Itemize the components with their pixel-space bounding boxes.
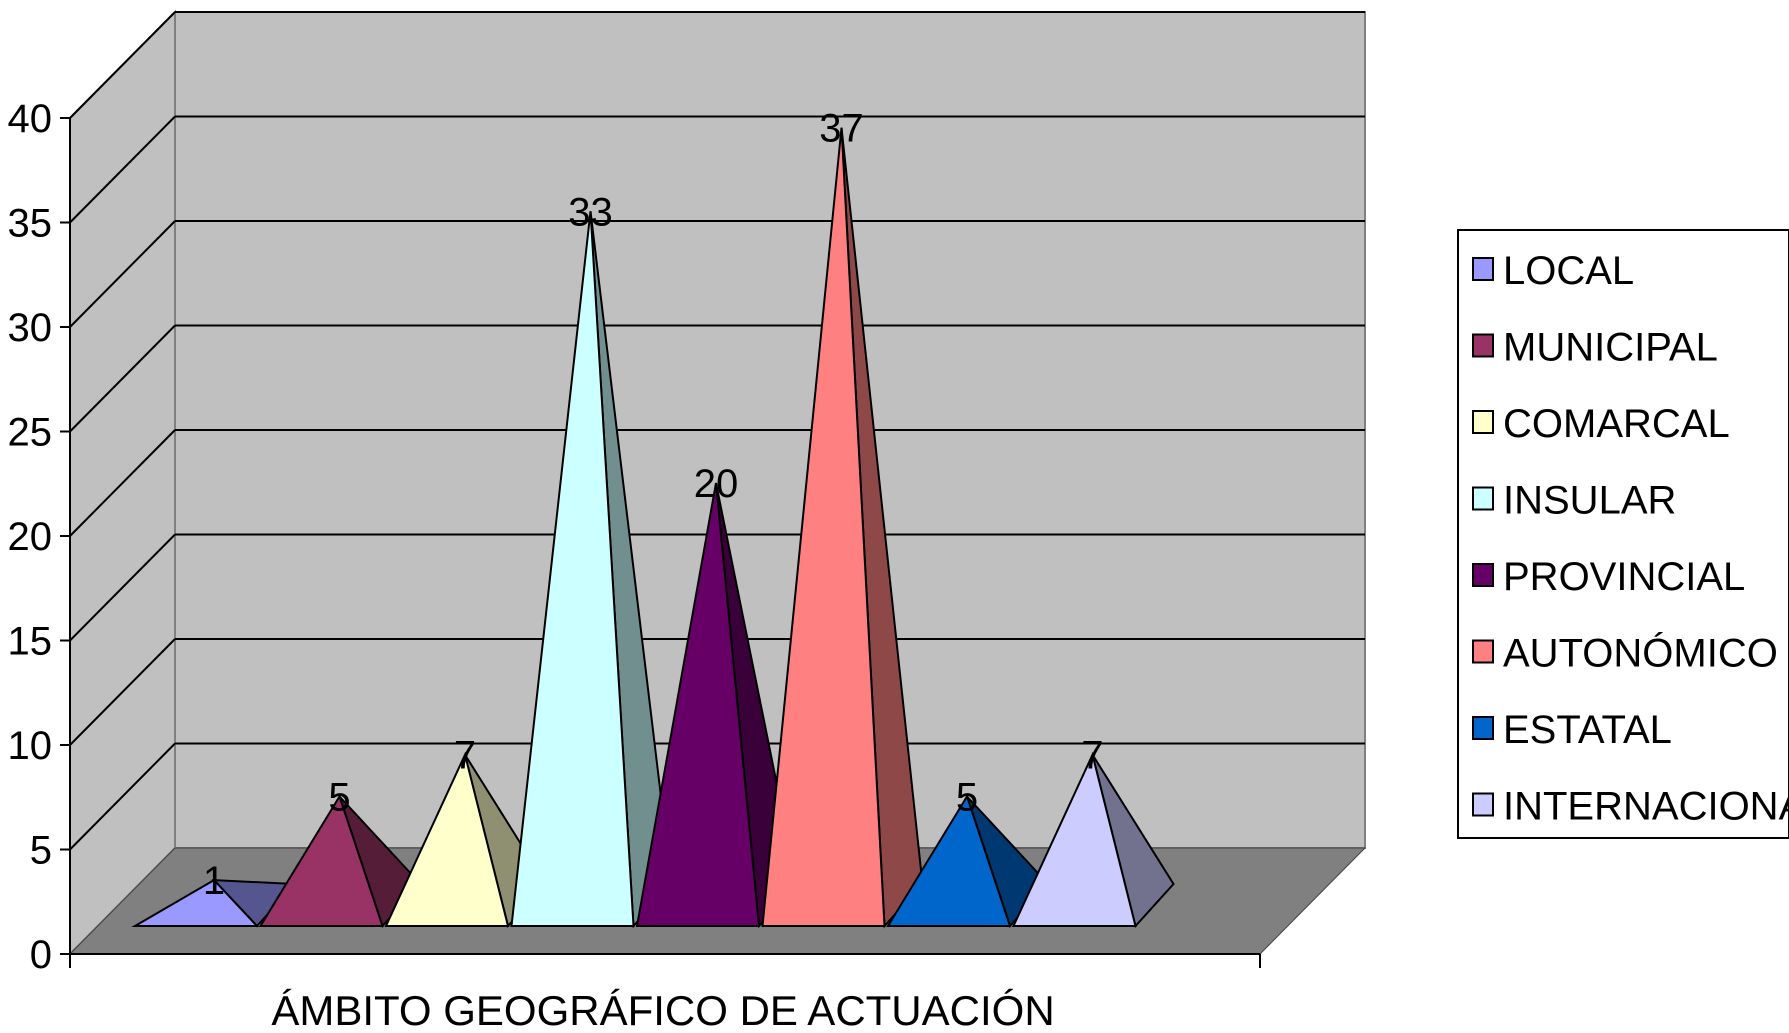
legend-label: INSULAR bbox=[1503, 479, 1676, 523]
legend-label: INTERNACIONAL bbox=[1503, 785, 1789, 829]
data-label-municipal: 5 bbox=[328, 776, 350, 820]
gridline-side bbox=[69, 429, 176, 537]
legend-swatch bbox=[1472, 257, 1494, 281]
data-labels: 1 5 7 33 20 37 5 7 bbox=[203, 107, 1104, 903]
pyramid-front-municipal bbox=[258, 794, 384, 927]
legend: LOCAL MUNICIPAL COMARCAL INSULAR PROVINCIAL A… bbox=[1472, 249, 1789, 829]
y-tick-label: 40 bbox=[8, 97, 53, 141]
data-label-estatal: 5 bbox=[956, 776, 978, 820]
x-axis-title: ÁMBITO GEOGRÁFICO DE ACTUACIÓN bbox=[271, 987, 1054, 1033]
gridline-side bbox=[69, 220, 176, 328]
legend-swatch bbox=[1472, 486, 1494, 511]
y-axis-ticks: 0 5 10 15 20 25 30 35 40 bbox=[8, 97, 70, 977]
y-tick-label: 30 bbox=[8, 306, 53, 350]
pyramids bbox=[131, 127, 1175, 929]
data-label-comarcal: 7 bbox=[454, 734, 476, 778]
data-label-provincial: 20 bbox=[694, 462, 739, 506]
pyramid-front-comarcal bbox=[384, 751, 510, 927]
pyramid-front-internacional bbox=[1011, 751, 1137, 927]
data-label-autonómico: 37 bbox=[819, 107, 864, 151]
data-label-insular: 33 bbox=[568, 190, 613, 234]
legend-swatch bbox=[1472, 639, 1494, 664]
y-tick-label: 20 bbox=[8, 515, 53, 559]
y-tick-label: 10 bbox=[8, 724, 53, 768]
pyramid-front-local bbox=[131, 878, 260, 927]
legend-swatch bbox=[1472, 333, 1494, 358]
legend-box bbox=[1457, 229, 1789, 839]
y-tick-label: 5 bbox=[30, 829, 52, 873]
gridline-side bbox=[69, 324, 176, 433]
y-tick-label: 35 bbox=[8, 202, 53, 246]
pyramid-front-estatal bbox=[886, 794, 1012, 927]
gridline-side bbox=[69, 742, 176, 851]
legend-swatch bbox=[1472, 410, 1494, 434]
pyramid-front-autonómico bbox=[761, 127, 886, 927]
data-label-local: 1 bbox=[203, 859, 225, 903]
legend-label: LOCAL bbox=[1503, 249, 1634, 293]
legend-label: COMARCAL bbox=[1503, 402, 1730, 446]
data-label-internacional: 7 bbox=[1081, 734, 1103, 778]
legend-label: PROVINCIAL bbox=[1503, 555, 1745, 599]
gridline-side bbox=[69, 638, 176, 746]
gridline-side bbox=[69, 11, 176, 119]
pyramid-front-provincial bbox=[635, 482, 761, 927]
gridline-side bbox=[69, 115, 176, 224]
legend-label: ESTATAL bbox=[1503, 708, 1672, 752]
legend-swatch bbox=[1472, 563, 1494, 587]
legend-label: MUNICIPAL bbox=[1503, 326, 1718, 370]
y-tick-label: 15 bbox=[8, 620, 53, 664]
gridlines bbox=[69, 11, 1365, 851]
legend-swatch bbox=[1472, 792, 1494, 817]
legend-label: AUTONÓMICO bbox=[1503, 631, 1778, 676]
pyramid-front-insular bbox=[510, 211, 635, 927]
legend-swatch bbox=[1472, 716, 1494, 740]
y-tick-label: 0 bbox=[30, 933, 52, 977]
gridline-side bbox=[69, 533, 176, 642]
y-tick-label: 25 bbox=[8, 411, 53, 455]
